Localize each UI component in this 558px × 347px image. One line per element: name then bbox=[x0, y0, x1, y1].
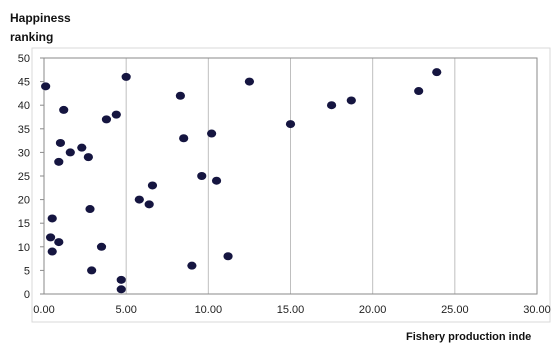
data-point bbox=[87, 266, 97, 275]
data-point bbox=[144, 200, 154, 209]
data-point bbox=[326, 101, 337, 110]
data-point bbox=[414, 87, 424, 96]
data-point bbox=[179, 134, 189, 143]
plot-area-border bbox=[43, 57, 538, 295]
chart-frame bbox=[31, 47, 551, 323]
data-point bbox=[47, 214, 57, 223]
data-point bbox=[85, 205, 95, 214]
x-tick-label: 30.00 bbox=[523, 304, 551, 316]
y-axis-label-line-2: ranking bbox=[10, 30, 54, 44]
data-point bbox=[134, 195, 144, 204]
data-point bbox=[116, 275, 126, 284]
x-tick-label: 0.00 bbox=[33, 304, 54, 316]
y-tick-label: 35 bbox=[18, 124, 30, 136]
data-point bbox=[197, 172, 207, 180]
y-tick-label: 30 bbox=[18, 147, 30, 159]
x-axis-label: Fishery production inde bbox=[406, 331, 532, 343]
data-point bbox=[116, 285, 126, 294]
data-point bbox=[121, 72, 131, 81]
data-point bbox=[55, 138, 66, 147]
data-point bbox=[111, 110, 121, 119]
data-point bbox=[65, 148, 75, 157]
data-point bbox=[432, 68, 442, 77]
data-point bbox=[244, 77, 255, 86]
y-tick-label: 0 bbox=[24, 289, 30, 301]
data-point bbox=[54, 157, 64, 166]
data-point bbox=[47, 247, 57, 256]
data-point bbox=[346, 96, 356, 105]
data-point bbox=[54, 238, 64, 247]
data-point bbox=[77, 143, 87, 152]
data-point bbox=[207, 129, 217, 138]
y-tick-label: 45 bbox=[18, 77, 30, 89]
x-tick-label: 10.00 bbox=[195, 304, 223, 316]
y-axis-label-line-1: Happiness bbox=[10, 11, 71, 25]
data-point bbox=[187, 261, 197, 270]
y-tick-label: 40 bbox=[18, 100, 30, 112]
x-tick-label: 5.00 bbox=[115, 304, 136, 316]
data-point bbox=[83, 153, 93, 162]
data-point bbox=[41, 82, 51, 91]
y-tick-label: 50 bbox=[18, 53, 30, 65]
data-point bbox=[211, 176, 222, 185]
y-tick-label: 25 bbox=[18, 171, 30, 183]
x-tick-label: 20.00 bbox=[359, 304, 387, 316]
y-tick-label: 20 bbox=[18, 195, 30, 207]
data-point bbox=[59, 105, 69, 114]
data-point bbox=[45, 233, 56, 242]
data-point bbox=[101, 115, 112, 124]
y-tick-label: 15 bbox=[18, 218, 30, 230]
x-tick-label: 25.00 bbox=[441, 304, 469, 316]
y-tick-label: 5 bbox=[24, 265, 30, 277]
data-point bbox=[147, 181, 158, 190]
data-point bbox=[96, 242, 107, 251]
data-point bbox=[175, 91, 185, 100]
data-point bbox=[223, 252, 233, 261]
y-tick-label: 10 bbox=[18, 242, 30, 254]
data-point bbox=[285, 120, 296, 129]
x-tick-label: 15.00 bbox=[277, 304, 305, 316]
